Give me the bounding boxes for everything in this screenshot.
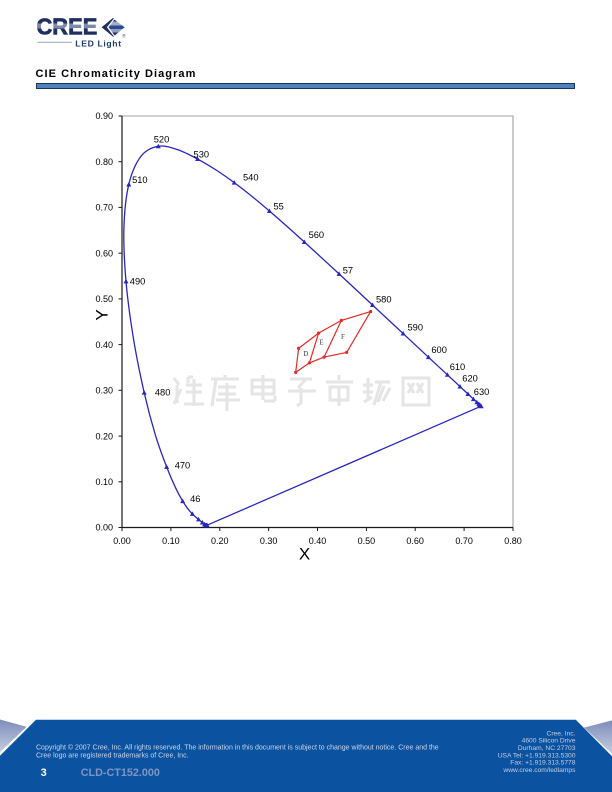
svg-text:D: D bbox=[303, 350, 308, 358]
svg-text:CLD-CT152.000: CLD-CT152.000 bbox=[81, 767, 160, 779]
svg-text:480: 480 bbox=[155, 387, 171, 397]
svg-text:600: 600 bbox=[431, 345, 447, 355]
svg-text:0.70: 0.70 bbox=[455, 536, 473, 546]
svg-text:0.30: 0.30 bbox=[260, 536, 278, 546]
svg-text:0.10: 0.10 bbox=[162, 536, 180, 546]
svg-text:Durham, NC 27703: Durham, NC 27703 bbox=[518, 745, 576, 752]
svg-text:630: 630 bbox=[474, 387, 490, 397]
svg-text:0.60: 0.60 bbox=[95, 248, 113, 258]
svg-text:57: 57 bbox=[343, 266, 353, 276]
svg-text:490: 490 bbox=[130, 276, 146, 286]
svg-text:55: 55 bbox=[274, 202, 284, 212]
svg-text:0.70: 0.70 bbox=[95, 203, 113, 213]
svg-text:510: 510 bbox=[132, 175, 148, 185]
svg-text:4600 Silicon Drive: 4600 Silicon Drive bbox=[522, 738, 576, 745]
svg-text:520: 520 bbox=[154, 135, 170, 145]
svg-text:0.60: 0.60 bbox=[406, 536, 424, 546]
svg-text:0.10: 0.10 bbox=[95, 477, 113, 487]
svg-text:590: 590 bbox=[408, 323, 424, 333]
svg-text:Cree, Inc.: Cree, Inc. bbox=[547, 730, 576, 737]
svg-text:46: 46 bbox=[190, 494, 200, 504]
svg-text:470: 470 bbox=[175, 461, 191, 471]
svg-text:X: X bbox=[299, 545, 310, 564]
svg-text:F: F bbox=[341, 333, 345, 341]
svg-text:E: E bbox=[319, 338, 323, 346]
svg-text:LED Light: LED Light bbox=[75, 38, 121, 48]
svg-text:0.20: 0.20 bbox=[95, 431, 113, 441]
svg-text:540: 540 bbox=[243, 173, 259, 183]
svg-text:0.50: 0.50 bbox=[95, 294, 113, 304]
svg-text:Y: Y bbox=[93, 309, 112, 320]
svg-text:0.20: 0.20 bbox=[211, 536, 229, 546]
svg-text:USA Tel: +1.919.313.5300: USA Tel: +1.919.313.5300 bbox=[498, 752, 576, 759]
svg-text:3: 3 bbox=[41, 767, 47, 779]
svg-text:0.00: 0.00 bbox=[113, 536, 131, 546]
svg-text:530: 530 bbox=[194, 150, 210, 160]
svg-text:620: 620 bbox=[462, 374, 478, 384]
svg-text:560: 560 bbox=[309, 230, 325, 240]
svg-text:Copyright © 2007 Cree, Inc. Al: Copyright © 2007 Cree, Inc. All rights r… bbox=[36, 743, 439, 751]
svg-text:Cree logo are registered trad: Cree logo are registered trademarks of C… bbox=[36, 753, 189, 760]
svg-text:610: 610 bbox=[450, 362, 466, 372]
svg-text:580: 580 bbox=[376, 294, 392, 304]
svg-text:0.00: 0.00 bbox=[95, 523, 113, 533]
svg-text:0.90: 0.90 bbox=[95, 111, 113, 121]
svg-text:CREE: CREE bbox=[37, 13, 98, 40]
svg-text:0.80: 0.80 bbox=[95, 157, 113, 167]
svg-text:®: ® bbox=[122, 33, 126, 39]
svg-text:0.80: 0.80 bbox=[504, 536, 522, 546]
svg-text:Fax: +1.919.313.5778: Fax: +1.919.313.5778 bbox=[510, 760, 576, 767]
svg-text:www.cree.com/ledlamps: www.cree.com/ledlamps bbox=[502, 767, 576, 774]
svg-text:0.30: 0.30 bbox=[95, 386, 113, 396]
svg-text:0.40: 0.40 bbox=[309, 536, 327, 546]
svg-text:0.40: 0.40 bbox=[95, 340, 113, 350]
svg-text:0.50: 0.50 bbox=[358, 536, 376, 546]
